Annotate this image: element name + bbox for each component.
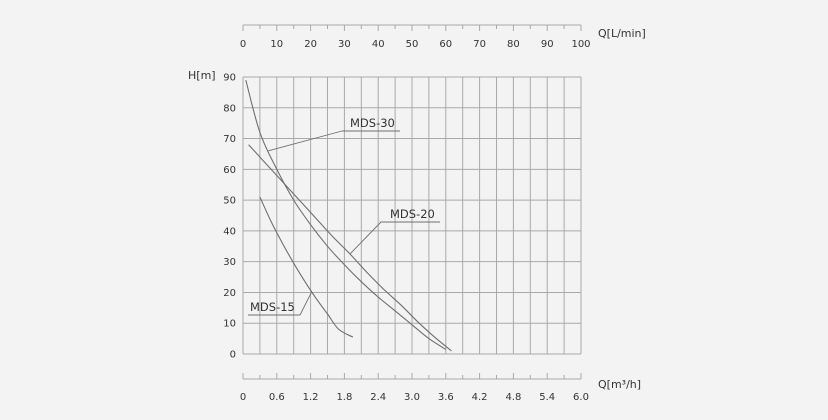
- x-tick-label: 0: [240, 392, 246, 403]
- series-label-mds-20: MDS-20: [390, 207, 435, 221]
- y-tick-label: 20: [223, 288, 236, 299]
- x2-tick-label: 60: [439, 39, 452, 50]
- series-label-mds-15: MDS-15: [250, 300, 295, 314]
- x-tick-label: 3.0: [404, 392, 420, 403]
- x-tick-label: 5.4: [539, 392, 555, 403]
- x-axis-label-top: Q[L/min]: [598, 27, 646, 40]
- series-labels: MDS-30 MDS-20 MDS-15: [248, 116, 440, 316]
- y-axis-label: H[m]: [188, 69, 216, 82]
- y-tick-label: 0: [230, 350, 236, 361]
- y-tick-label: 60: [223, 165, 236, 176]
- x2-tick-label: 30: [338, 39, 351, 50]
- series-line-mds-20: [248, 144, 452, 352]
- y-tick-label: 30: [223, 257, 236, 268]
- x-tick-label: 1.8: [336, 392, 352, 403]
- series-curves: [245, 79, 452, 352]
- label-leader: [299, 291, 313, 316]
- x-tick-label: 1.2: [303, 392, 319, 403]
- x-tick-label: 6.0: [573, 392, 589, 403]
- series-label-mds-30: MDS-30: [350, 116, 395, 130]
- x-tick-label: 3.6: [438, 392, 454, 403]
- x2-tick-label: 50: [406, 39, 419, 50]
- x2-tick-label: 40: [372, 39, 385, 50]
- y-tick-label: 40: [223, 226, 236, 237]
- y-tick-label: 10: [223, 319, 236, 330]
- x-tick-label: 4.2: [472, 392, 488, 403]
- x2-tick-label: 10: [270, 39, 283, 50]
- label-leader: [268, 130, 343, 152]
- axes: 0 10 20 30 40 50 60 70 80 90 0 0.6 1.2 1.8 2.4 3.0 3.6 4.…: [223, 24, 591, 403]
- y-tick-label: 80: [223, 103, 236, 114]
- label-leader: [349, 221, 382, 255]
- y-tick-label: 90: [223, 73, 236, 84]
- x-tick-label: 2.4: [370, 392, 386, 403]
- x-tick-label: 4.8: [505, 392, 521, 403]
- x-axis-label-bottom: Q[m³/h]: [598, 378, 641, 391]
- x2-tick-label: 80: [507, 39, 520, 50]
- x-tick-label: 0.6: [269, 392, 285, 403]
- series-line-mds-15: [259, 196, 354, 338]
- y-tick-label: 50: [223, 196, 236, 207]
- x2-tick-label: 20: [304, 39, 317, 50]
- series-line-mds-30: [245, 79, 447, 350]
- x2-tick-label: 70: [473, 39, 486, 50]
- y-tick-label: 70: [223, 134, 236, 145]
- x2-tick-label: 0: [240, 39, 246, 50]
- x2-tick-label: 100: [571, 39, 590, 50]
- x2-tick-label: 90: [541, 39, 554, 50]
